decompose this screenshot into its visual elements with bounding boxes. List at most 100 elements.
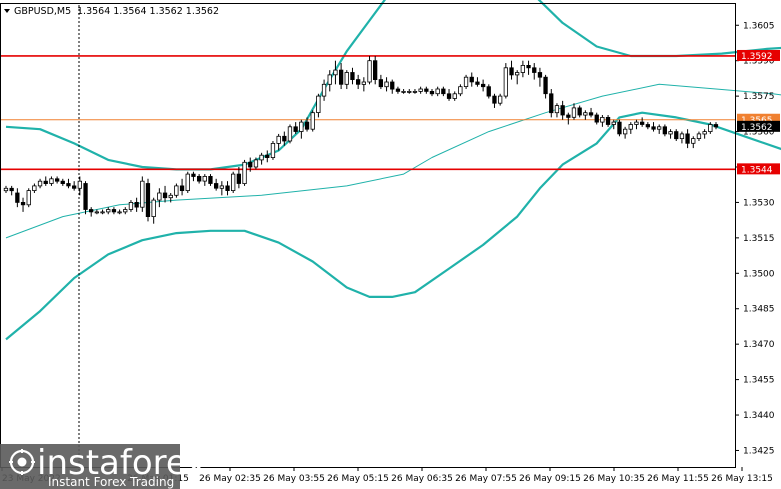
y-tick-label: 1.3440 <box>743 411 775 421</box>
candle <box>242 159 247 186</box>
candle <box>560 100 565 120</box>
y-tick-label: 1.3605 <box>743 21 775 31</box>
candle <box>537 67 543 87</box>
candle-body <box>605 117 611 125</box>
candle-body <box>259 154 264 161</box>
collapse-triangle-icon[interactable] <box>4 9 10 13</box>
candle <box>691 136 696 149</box>
candle-body <box>560 105 565 116</box>
candle <box>106 207 111 215</box>
level-price-tags: 1.3592 1.3565 1.3544 1.3562 <box>737 49 780 175</box>
candle <box>645 122 650 130</box>
current-price-tag-box <box>737 120 780 132</box>
candle-body <box>3 187 9 192</box>
candle-body <box>588 112 594 116</box>
candle-body <box>55 178 60 182</box>
candle-body <box>645 124 650 128</box>
candle-body <box>401 91 406 93</box>
candle <box>304 117 310 132</box>
candle <box>259 152 264 165</box>
candle-body <box>554 105 560 114</box>
candle-body <box>486 86 491 97</box>
candle-body <box>651 126 656 130</box>
watermark-brand: instaforex <box>37 443 206 483</box>
candle <box>276 133 281 151</box>
candle <box>253 157 259 170</box>
candle <box>191 171 196 182</box>
candle-body <box>327 74 332 85</box>
candle-body <box>390 81 395 90</box>
candle-body <box>94 211 99 214</box>
candle <box>355 74 361 90</box>
candle <box>685 129 690 149</box>
candle <box>401 89 406 94</box>
candle <box>140 176 145 212</box>
candle <box>713 122 719 130</box>
candle <box>111 207 117 215</box>
candle-body <box>117 211 122 214</box>
candle <box>72 181 77 191</box>
candle <box>321 79 327 101</box>
candle <box>49 176 54 186</box>
candle-body <box>497 95 503 104</box>
candle <box>696 131 702 142</box>
candle <box>196 174 202 184</box>
candle-body <box>515 72 520 76</box>
plot-frame <box>0 3 736 468</box>
candle <box>236 166 242 189</box>
candle-body <box>168 194 173 199</box>
x-tick-label: 26 May 09:15 <box>519 474 581 484</box>
candle-body <box>191 173 196 177</box>
candle-body <box>106 209 111 213</box>
candle <box>174 183 179 198</box>
candle <box>583 110 588 120</box>
candle-body <box>304 121 310 130</box>
y-tick-label: 1.3590 <box>743 57 775 67</box>
candle <box>469 72 474 87</box>
candle <box>605 115 611 127</box>
candle-body <box>378 79 384 88</box>
candle-body <box>83 183 88 210</box>
candle-body <box>111 209 117 213</box>
candle <box>395 86 401 94</box>
candle <box>623 126 628 139</box>
candle <box>26 188 31 208</box>
level-tag-0-label: 1.3592 <box>741 52 773 62</box>
candle-body <box>662 126 667 135</box>
candle <box>225 181 230 196</box>
candle <box>526 60 531 75</box>
candle-body <box>549 93 554 114</box>
candle-body <box>60 180 65 184</box>
candle-body <box>151 199 156 218</box>
candle <box>480 79 486 92</box>
candle-body <box>435 88 440 95</box>
candle-body <box>469 76 474 83</box>
candle <box>679 131 685 144</box>
candle <box>3 185 9 193</box>
candle <box>20 197 26 212</box>
candle <box>458 84 463 97</box>
candle <box>566 112 571 125</box>
candle-body <box>367 60 372 83</box>
candle-body <box>37 180 43 187</box>
candle-body <box>293 126 298 132</box>
candle <box>662 124 667 137</box>
candle-body <box>299 121 304 132</box>
candle <box>372 55 378 85</box>
candle-body <box>123 209 128 213</box>
candle <box>327 70 332 92</box>
candle-body <box>623 128 628 135</box>
watermark-tagline: Instant Forex Trading <box>48 475 174 489</box>
candle <box>446 89 452 101</box>
candle <box>168 192 173 203</box>
candle-body <box>100 211 105 214</box>
y-tick-label: 1.3500 <box>743 269 775 279</box>
candle-body <box>77 180 82 189</box>
candle-body <box>282 135 287 142</box>
chart-ohlc: 1.3564 1.3564 1.3562 1.3562 <box>77 6 219 17</box>
candle-body <box>520 65 525 73</box>
chart-symbol: GBPUSD,M5 <box>14 6 71 17</box>
candle-body <box>492 95 497 104</box>
candle-body <box>270 142 276 158</box>
candle <box>43 176 48 186</box>
